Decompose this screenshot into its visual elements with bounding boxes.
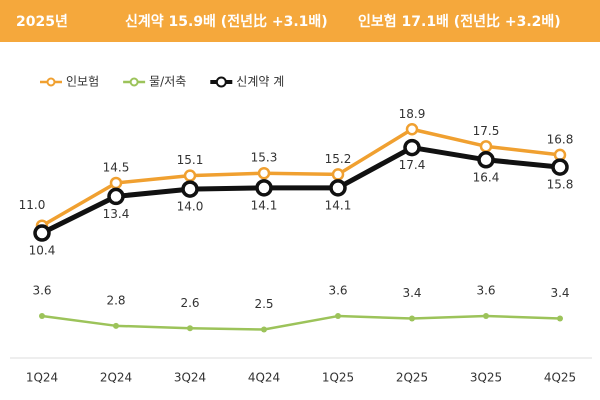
legend-marker [46,77,56,87]
data-label: 15.3 [251,151,278,165]
data-label: 13.4 [103,207,130,221]
data-label: 3.6 [476,284,495,298]
point [183,169,197,182]
data-label: 16.4 [473,170,500,184]
x-tick-label: 1Q25 [322,371,354,385]
legend-label: 인보험 [66,75,99,89]
data-label: 3.6 [32,284,51,298]
point [551,158,569,176]
data-label: 15.8 [547,178,574,192]
point [255,179,273,197]
legend-marker [129,77,139,87]
point [181,180,199,198]
legend-label: 신계약 계 [236,74,284,89]
data-label: 3.6 [328,284,347,298]
data-label: 2.8 [106,293,125,307]
point [39,313,45,320]
data-label: 15.1 [177,153,204,167]
data-label: 10.4 [29,244,56,258]
data-label: 14.5 [103,160,130,174]
point [33,224,51,242]
header-year: 2025년 [16,14,68,30]
x-tick-label: 3Q24 [174,371,206,385]
point [113,322,119,329]
point [557,315,563,322]
point [257,166,271,180]
point [403,138,421,157]
x-tick-label: 3Q25 [470,371,502,385]
x-tick-label: 1Q24 [26,371,58,385]
point [109,176,123,190]
point [483,313,489,320]
data-label: 3.4 [402,286,421,300]
data-label: 14.1 [251,198,278,212]
data-label: 2.5 [254,297,273,311]
data-label: 17.4 [399,158,426,172]
point [409,315,415,322]
data-label: 15.2 [325,152,352,166]
point [479,140,493,153]
point [405,123,419,136]
point [477,151,495,169]
x-tick-label: 4Q24 [248,371,280,385]
data-label: 3.4 [550,286,569,300]
header-text: 신계약 15.9배 (전년比 +3.1배) [125,13,328,30]
point [187,325,193,332]
data-label: 14.0 [177,200,204,214]
header-bar [0,0,600,42]
legend-label: 물/저축 [149,75,186,89]
series-line [41,127,561,228]
point [261,326,267,333]
data-label: 17.5 [473,124,500,138]
data-label: 11.0 [19,198,46,212]
x-tick-label: 2Q24 [100,371,132,385]
legend-marker [215,76,227,88]
series-line [40,145,561,236]
data-label: 2.6 [180,296,199,310]
point [331,168,345,181]
x-tick-label: 4Q25 [544,371,576,385]
data-label: 14.1 [325,198,352,212]
data-label: 16.8 [547,132,574,146]
series-line [41,314,561,331]
point [335,313,341,320]
header-text: 인보험 17.1배 (전년比 +3.2배) [358,13,561,30]
point [329,179,347,197]
data-label: 18.9 [399,107,426,121]
point [107,187,125,206]
x-tick-label: 2Q25 [396,371,428,385]
